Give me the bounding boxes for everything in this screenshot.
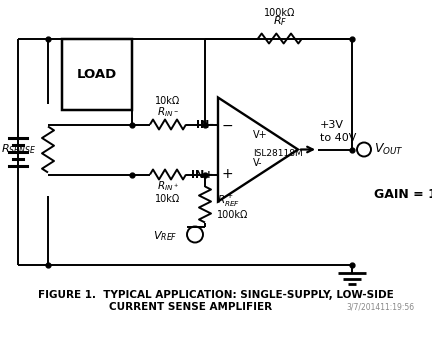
- Text: GAIN = 10: GAIN = 10: [374, 188, 432, 201]
- Text: V-: V-: [253, 158, 263, 168]
- Text: CURRENT SENSE AMPLIFIER: CURRENT SENSE AMPLIFIER: [108, 303, 272, 312]
- Text: 100kΩ: 100kΩ: [264, 9, 295, 19]
- Text: $R_{IN^-}$: $R_{IN^-}$: [157, 106, 179, 119]
- Text: 10kΩ: 10kΩ: [156, 193, 181, 203]
- Text: V+: V+: [253, 130, 268, 141]
- Text: $R_{REF}^+$: $R_{REF}^+$: [217, 192, 240, 209]
- Text: FIGURE 1.  TYPICAL APPLICATION: SINGLE-SUPPLY, LOW-SIDE: FIGURE 1. TYPICAL APPLICATION: SINGLE-SU…: [38, 289, 394, 299]
- Text: IN-: IN-: [196, 119, 214, 130]
- Text: $+$: $+$: [221, 167, 233, 181]
- Text: $R_{IN^+}$: $R_{IN^+}$: [157, 180, 179, 193]
- Text: $V_{OUT}$: $V_{OUT}$: [374, 142, 404, 157]
- Text: IN+: IN+: [191, 169, 214, 179]
- Text: 3/7/201411:19:56: 3/7/201411:19:56: [346, 303, 414, 312]
- Text: ISL28118M: ISL28118M: [253, 149, 303, 158]
- Text: $R_F$: $R_F$: [273, 15, 287, 28]
- Text: $V_{REF}$: $V_{REF}$: [152, 229, 177, 244]
- Text: +3V
to 40V: +3V to 40V: [320, 120, 356, 143]
- Text: $-$: $-$: [221, 118, 233, 131]
- Bar: [62, 38, 132, 109]
- Text: $R_{SENSE}$: $R_{SENSE}$: [1, 143, 36, 156]
- Text: 10kΩ: 10kΩ: [156, 95, 181, 106]
- Text: LOAD: LOAD: [77, 68, 117, 81]
- Text: 100kΩ: 100kΩ: [217, 210, 248, 220]
